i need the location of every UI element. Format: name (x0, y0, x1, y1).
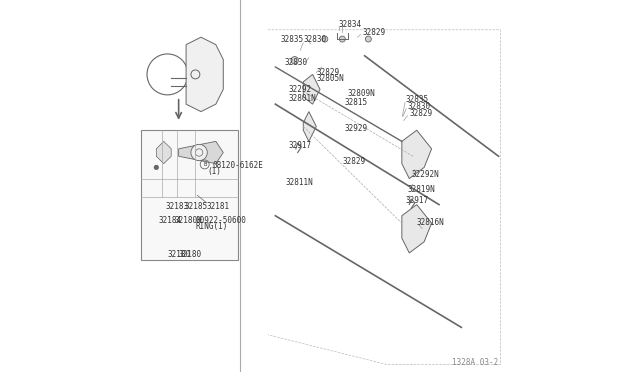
Text: 32292: 32292 (289, 85, 312, 94)
Polygon shape (402, 205, 431, 253)
Text: 08120-6162E: 08120-6162E (212, 161, 263, 170)
Text: 32183: 32183 (166, 202, 189, 211)
Circle shape (291, 57, 298, 64)
Text: 32917: 32917 (406, 196, 429, 205)
Text: 32830: 32830 (408, 102, 431, 110)
Text: 32805N: 32805N (316, 74, 344, 83)
Text: 32834: 32834 (339, 20, 362, 29)
Text: 32829: 32829 (410, 109, 433, 118)
Polygon shape (402, 130, 431, 179)
Text: 32184: 32184 (158, 216, 181, 225)
Text: 32829: 32829 (316, 68, 339, 77)
Circle shape (365, 36, 371, 42)
Text: 32830: 32830 (285, 58, 308, 67)
Circle shape (322, 36, 328, 42)
Polygon shape (303, 112, 316, 141)
Text: 32180: 32180 (167, 250, 190, 259)
Text: 32180: 32180 (179, 250, 202, 259)
Text: (1): (1) (207, 167, 221, 176)
Text: 32929: 32929 (344, 124, 367, 133)
Text: 32815: 32815 (344, 98, 367, 107)
Text: 32829: 32829 (363, 28, 386, 37)
Text: RING(1): RING(1) (195, 222, 228, 231)
Text: 32292N: 32292N (411, 170, 439, 179)
Text: 32181: 32181 (207, 202, 230, 211)
Text: 32185: 32185 (184, 202, 207, 211)
FancyBboxPatch shape (141, 130, 238, 260)
Text: 32819N: 32819N (408, 185, 435, 194)
Text: 32917: 32917 (289, 141, 312, 150)
Text: 32809N: 32809N (348, 89, 376, 97)
Polygon shape (186, 37, 223, 112)
Polygon shape (156, 141, 172, 164)
Text: 32816N: 32816N (417, 218, 444, 227)
Polygon shape (179, 141, 223, 164)
Text: 32180H: 32180H (174, 216, 202, 225)
Text: 32830: 32830 (303, 35, 326, 44)
Circle shape (154, 166, 158, 169)
Circle shape (339, 36, 346, 42)
Text: 32829: 32829 (342, 157, 365, 166)
Text: 00922-50600: 00922-50600 (195, 216, 246, 225)
Text: 32801N: 32801N (289, 94, 316, 103)
Text: 32835: 32835 (281, 35, 304, 44)
Text: 1328A 03-2: 1328A 03-2 (452, 358, 499, 367)
Text: B: B (203, 162, 206, 167)
Text: 32835: 32835 (406, 95, 429, 104)
Text: 32811N: 32811N (286, 178, 314, 187)
Circle shape (191, 144, 207, 161)
Polygon shape (303, 74, 320, 104)
